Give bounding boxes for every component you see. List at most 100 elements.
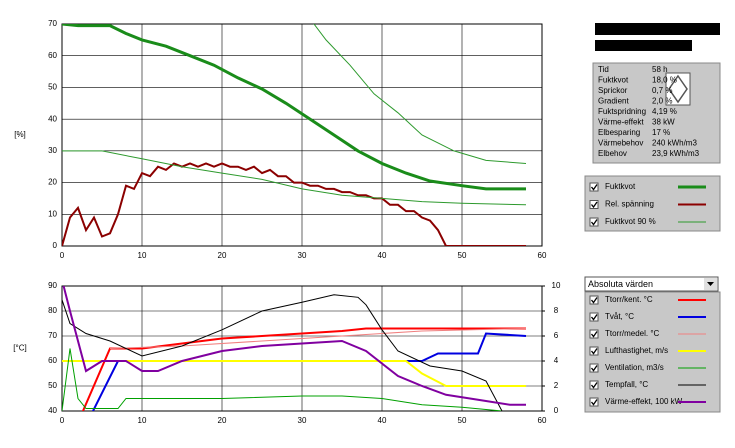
legend-label: Ventilation, m3/s: [605, 363, 664, 372]
legend-checkmark: [590, 314, 598, 321]
y-tick-label: 20: [48, 178, 57, 187]
x-tick-label: 60: [538, 416, 547, 425]
legend-item[interactable]: Värme-effekt, 100 kW: [589, 397, 706, 407]
x-tick-label: 30: [298, 251, 307, 260]
y-tick-label: 70: [48, 331, 57, 340]
legend-checkbox[interactable]: [589, 217, 599, 227]
series-line: [109, 328, 527, 349]
y-tick-label: 50: [48, 381, 57, 390]
legend-label: Värme-effekt, 100 kW: [605, 397, 683, 406]
legend-label: Ttorr/medel. °C: [605, 329, 660, 338]
y-tick-label: 60: [48, 356, 57, 365]
info-label: Värmebehov: [598, 139, 643, 148]
legend-checkmark: [590, 331, 598, 338]
info-label: Elbesparing: [598, 128, 640, 137]
legend-checkmark: [590, 219, 598, 226]
legend-label: Fuktkvot: [605, 182, 636, 191]
y-tick-label: 70: [48, 19, 57, 28]
legend-item[interactable]: Ventilation, m3/s: [589, 363, 706, 373]
y-tick-label: 0: [53, 241, 58, 250]
x-tick-label: 10: [138, 251, 147, 260]
redacted-block: [595, 40, 692, 51]
legend-checkbox[interactable]: [589, 200, 599, 209]
info-label: Fuktspridning: [598, 107, 646, 116]
info-label: Tid: [598, 65, 609, 74]
legend-label: Tvåt, °C: [605, 312, 634, 321]
legend-checkbox[interactable]: [589, 363, 599, 373]
legend-label: Rel. spänning: [605, 200, 654, 209]
legend-item[interactable]: Fuktkvot 90 %: [589, 217, 706, 227]
dropdown-arrow: [707, 282, 714, 286]
dropdown-value: Absoluta värden: [588, 279, 653, 289]
info-value: 240 kWh/m3: [652, 139, 697, 148]
info-value: 18,0 %: [652, 76, 677, 85]
legend-checkbox[interactable]: [589, 329, 599, 339]
x-tick-label: 10: [138, 416, 147, 425]
series-line: [62, 294, 526, 411]
series-line: [62, 348, 526, 411]
info-label: Sprickor: [598, 86, 628, 95]
series-line: [313, 24, 527, 164]
series-line: [62, 150, 527, 206]
spin-icon[interactable]: [665, 72, 691, 106]
y2-tick-label: 6: [554, 331, 559, 340]
legend-checkbox[interactable]: [589, 397, 599, 407]
y-tick-label: 30: [48, 146, 57, 155]
info-label: Värme-effekt: [598, 118, 644, 127]
legend-checkmark: [590, 348, 598, 355]
info-label: Fuktkvot: [598, 76, 629, 85]
x-tick-label: 0: [60, 416, 65, 425]
x-tick-label: 20: [218, 251, 227, 260]
x-tick-label: 20: [218, 416, 227, 425]
x-tick-label: 0: [60, 251, 65, 260]
spin-icon-box[interactable]: [665, 72, 691, 106]
legend-checkbox[interactable]: [589, 312, 599, 322]
legend-checkbox[interactable]: [589, 295, 599, 305]
x-tick-label: 30: [298, 416, 307, 425]
x-tick-label: 60: [538, 251, 547, 260]
legend-label: Tempfall, °C: [605, 380, 648, 389]
info-panel: Tid 58 h Fuktkvot 18,0 % Sprickor 0,7 % Gradie…: [592, 62, 721, 164]
y-tick-label: 80: [48, 306, 57, 315]
y-axis-label: [%]: [14, 130, 26, 139]
legend-item[interactable]: Lufthastighet, m/s: [589, 346, 706, 356]
y2-tick-label: 4: [554, 356, 559, 365]
info-panel-box: [592, 62, 721, 164]
y-tick-label: 40: [48, 406, 57, 415]
series-line: [62, 24, 526, 191]
info-value: 23,9 kWh/m3: [652, 149, 700, 158]
legend-item[interactable]: Ttorr/medel. °C: [589, 329, 706, 339]
info-value: 17 %: [652, 128, 670, 137]
dropdown[interactable]: [584, 276, 719, 292]
info-value: 4,19 %: [652, 107, 677, 116]
legend-item[interactable]: Tvåt, °C: [589, 312, 706, 322]
info-value: 2,0 %: [652, 97, 672, 106]
view-select[interactable]: Absoluta värden: [584, 276, 719, 292]
info-label: Elbehov: [598, 149, 627, 158]
series-line: [62, 360, 526, 387]
redacted-block: [595, 23, 720, 35]
legend-checkbox[interactable]: [589, 182, 599, 192]
y2-tick-label: 8: [554, 306, 559, 315]
legend-item[interactable]: Tempfall, °C: [589, 380, 706, 390]
series-line: [62, 162, 526, 246]
y2-tick-label: 0: [554, 406, 559, 415]
spin-icon-diamond: [668, 74, 688, 104]
y-axis-label: [°C]: [13, 344, 26, 353]
legend-checkbox[interactable]: [589, 380, 599, 390]
legend-checkmark: [590, 399, 598, 406]
y-tick-label: 10: [48, 209, 57, 218]
legend-checkmark: [590, 184, 598, 191]
info-value: 58 h: [652, 65, 668, 74]
legend-checkmark: [590, 201, 598, 209]
legend-item[interactable]: Ttorr/kent. °C: [589, 295, 706, 305]
legend-checkbox[interactable]: [589, 346, 599, 356]
legend-item[interactable]: Fuktkvot: [589, 182, 706, 192]
legend-item[interactable]: Rel. spänning: [589, 200, 706, 209]
info-label: Gradient: [598, 97, 629, 106]
y-tick-label: 50: [48, 83, 57, 92]
info-value: 0,7 %: [652, 86, 672, 95]
legend-label: Fuktkvot 90 %: [605, 217, 656, 226]
y-tick-label: 40: [48, 114, 57, 123]
legend-checkmark: [590, 382, 598, 389]
